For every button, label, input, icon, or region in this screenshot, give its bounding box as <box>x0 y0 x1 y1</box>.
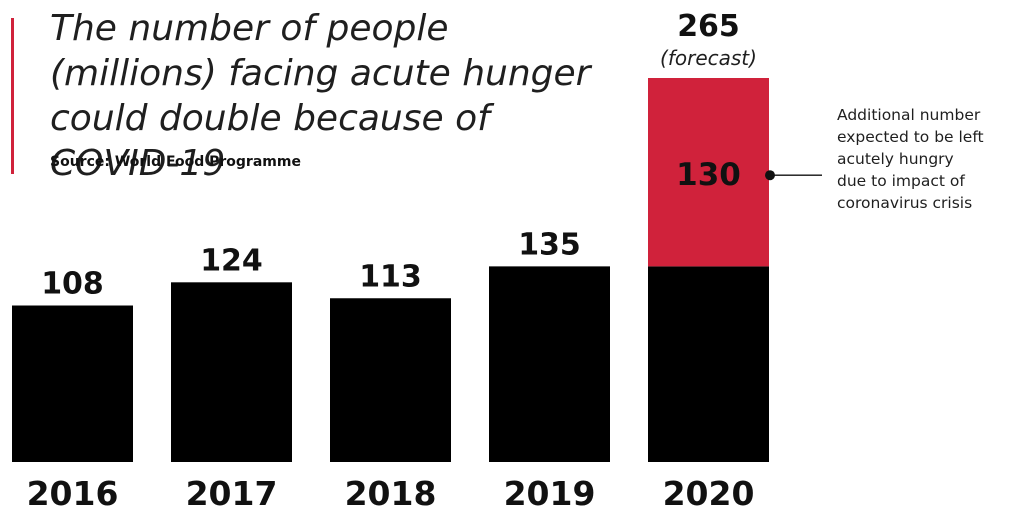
annotation-line: acutely hungry <box>837 150 954 168</box>
bar-2016 <box>12 305 133 462</box>
forecast-note: (forecast) <box>660 46 757 70</box>
value-label-2019: 135 <box>518 227 581 262</box>
value-label-2017: 124 <box>200 243 263 278</box>
bar-additional-2020 <box>648 78 769 267</box>
annotation-line: expected to be left <box>837 128 984 146</box>
accent-rule <box>11 18 14 174</box>
value-label-2020: 265 <box>677 9 740 44</box>
chart-title: The number of people (millions) facing a… <box>50 8 591 184</box>
value-label-2016: 108 <box>41 267 104 302</box>
additional-annotation: Additional number expected to be left ac… <box>837 104 1027 214</box>
bar-2020 <box>648 266 769 462</box>
annotation-line: due to impact of <box>837 172 965 190</box>
bar-2017 <box>171 282 292 462</box>
category-label-2020: 2020 <box>663 474 755 509</box>
annotation-line: Additional number <box>837 106 981 124</box>
chart-source: Source: World Food Programme <box>50 154 301 170</box>
value-label-2018: 113 <box>359 259 422 294</box>
category-label-2017: 2017 <box>186 474 278 509</box>
category-label-2018: 2018 <box>345 474 437 509</box>
bar-2018 <box>330 298 451 462</box>
category-label-2019: 2019 <box>504 474 596 509</box>
additional-value-label: 130 <box>676 157 741 193</box>
annotation-line: coronavirus crisis <box>837 194 973 212</box>
category-label-2016: 2016 <box>27 474 119 509</box>
bar-2019 <box>489 266 610 462</box>
